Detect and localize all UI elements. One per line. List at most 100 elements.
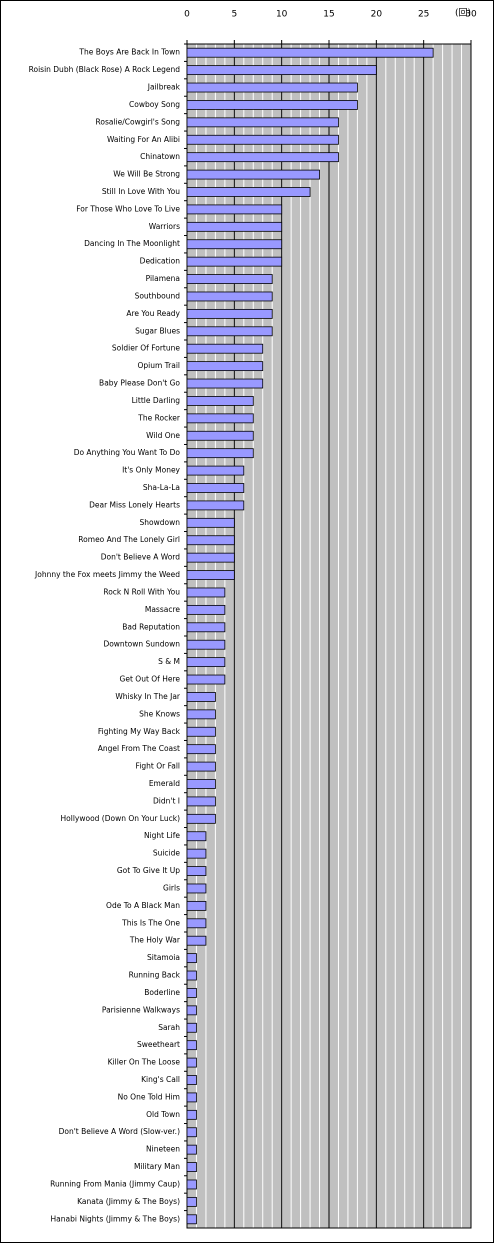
bar — [186, 1109, 197, 1120]
y-tick-label: Sarah — [158, 1023, 180, 1032]
y-tick-label: Do Anything You Want To Do — [74, 448, 181, 457]
bar — [186, 500, 245, 511]
bar — [186, 918, 207, 929]
y-tick-label: Still In Love With You — [102, 187, 180, 196]
unit-label: (回) — [455, 8, 471, 19]
x-tick-label: 5 — [231, 10, 237, 20]
y-tick-label: Parisienne Walkways — [102, 1005, 180, 1014]
y-tick-label: Got To Give It Up — [117, 866, 180, 875]
y-tick-label: Don't Believe A Word — [101, 553, 181, 562]
x-tick-label: 25 — [418, 10, 429, 20]
bar — [186, 82, 358, 93]
bar — [186, 761, 216, 772]
y-tick-label: We Will Be Strong — [113, 170, 180, 179]
y-tick-label: For Those Who Love To Live — [76, 204, 180, 213]
y-tick-label: Nineteen — [146, 1145, 180, 1154]
bar — [186, 100, 358, 110]
y-tick-label: Suicide — [153, 849, 181, 858]
y-tick-label: Johnny the Fox meets Jimmy the Weed — [34, 570, 180, 579]
x-tick-label: 10 — [276, 10, 288, 20]
bar — [186, 378, 264, 389]
y-tick-label: Hollywood (Down On Your Luck) — [61, 814, 181, 823]
bar — [186, 256, 283, 267]
y-tick-label: Running Back — [129, 971, 181, 980]
y-tick-label: Girls — [163, 883, 180, 892]
y-tick-label: Whisky In The Jar — [115, 692, 181, 701]
bar — [186, 204, 283, 215]
y-tick-label: Dear Miss Lonely Hearts — [89, 500, 180, 509]
bar — [186, 709, 216, 720]
bar — [186, 343, 264, 354]
bar — [186, 988, 197, 998]
y-tick-label: Night Life — [144, 831, 180, 840]
bar — [186, 639, 226, 650]
y-tick-label: Fight Or Fall — [136, 762, 180, 771]
bar — [186, 970, 197, 981]
bar — [186, 152, 339, 163]
y-tick-label: Downtown Sundown — [103, 640, 180, 649]
y-tick-label: Baby Please Don't Go — [99, 379, 180, 388]
y-tick-label: Roisin Dubh (Black Rose) A Rock Legend — [29, 65, 181, 74]
y-tick-label: Are You Ready — [126, 309, 180, 318]
bar — [186, 552, 235, 563]
y-tick-label: Massacre — [145, 605, 181, 614]
y-tick-label: Ode To A Black Man — [106, 901, 180, 910]
y-tick-label: Sitamoia — [147, 953, 180, 962]
bar — [186, 935, 207, 946]
y-tick-label: She Knows — [139, 709, 180, 718]
y-tick-label: Opium Trail — [137, 361, 180, 370]
y-tick-label: Soldier Of Fortune — [112, 344, 180, 353]
bar — [186, 1144, 197, 1155]
bar — [186, 587, 226, 598]
bar — [186, 413, 254, 424]
y-tick-label: Sugar Blues — [135, 326, 180, 335]
bar — [186, 326, 273, 337]
x-tick-label: 15 — [323, 10, 334, 20]
bar — [186, 953, 197, 964]
bar — [186, 674, 226, 685]
bar — [186, 274, 273, 284]
bar — [186, 361, 264, 372]
x-tick-label: 30 — [465, 10, 477, 20]
y-tick-label: Warriors — [149, 222, 180, 231]
bar — [186, 813, 216, 824]
y-tick-label: Wild One — [146, 431, 180, 440]
bar — [186, 883, 207, 894]
bar — [186, 483, 245, 493]
bar — [186, 604, 226, 615]
bar — [186, 396, 254, 406]
bar — [186, 726, 216, 737]
y-tick-label: Old Town — [146, 1110, 180, 1119]
x-tick-label: 20 — [371, 10, 383, 20]
y-tick-label: Killer On The Loose — [108, 1058, 181, 1067]
y-tick-label: Kanata (Jimmy & The Boys) — [77, 1197, 180, 1206]
y-tick-label: King's Call — [141, 1075, 180, 1084]
y-tick-label: The Boys Are Back In Town — [78, 48, 180, 57]
x-tick-label: 0 — [184, 10, 190, 20]
bar — [186, 221, 283, 232]
y-tick-label: The Rocker — [137, 413, 181, 422]
y-tick-label: It's Only Money — [122, 466, 180, 475]
y-tick-label: S & M — [158, 657, 180, 666]
y-tick-label: Hanabi Nights (Jimmy & The Boys) — [51, 1214, 181, 1223]
bar — [186, 291, 273, 302]
bar — [186, 570, 235, 580]
y-tick-label: Military Man — [134, 1162, 180, 1171]
y-tick-label: Rosalie/Cowgirl's Song — [96, 117, 181, 126]
y-tick-label: Showdown — [140, 518, 181, 527]
y-tick-label: Romeo And The Lonely Girl — [78, 535, 180, 544]
bar — [186, 1162, 197, 1172]
bar — [186, 430, 254, 441]
bar — [186, 517, 235, 528]
y-tick-label: Don't Believe A Word (Slow-ver.) — [59, 1127, 180, 1136]
bar — [186, 657, 226, 668]
bar — [186, 1005, 197, 1016]
y-tick-label: Emerald — [149, 779, 180, 788]
bar — [186, 1127, 197, 1138]
bar — [186, 47, 434, 58]
bar — [186, 1040, 197, 1051]
bar — [186, 65, 377, 76]
y-tick-label: Angel From The Coast — [98, 744, 180, 753]
bar — [186, 1179, 197, 1190]
